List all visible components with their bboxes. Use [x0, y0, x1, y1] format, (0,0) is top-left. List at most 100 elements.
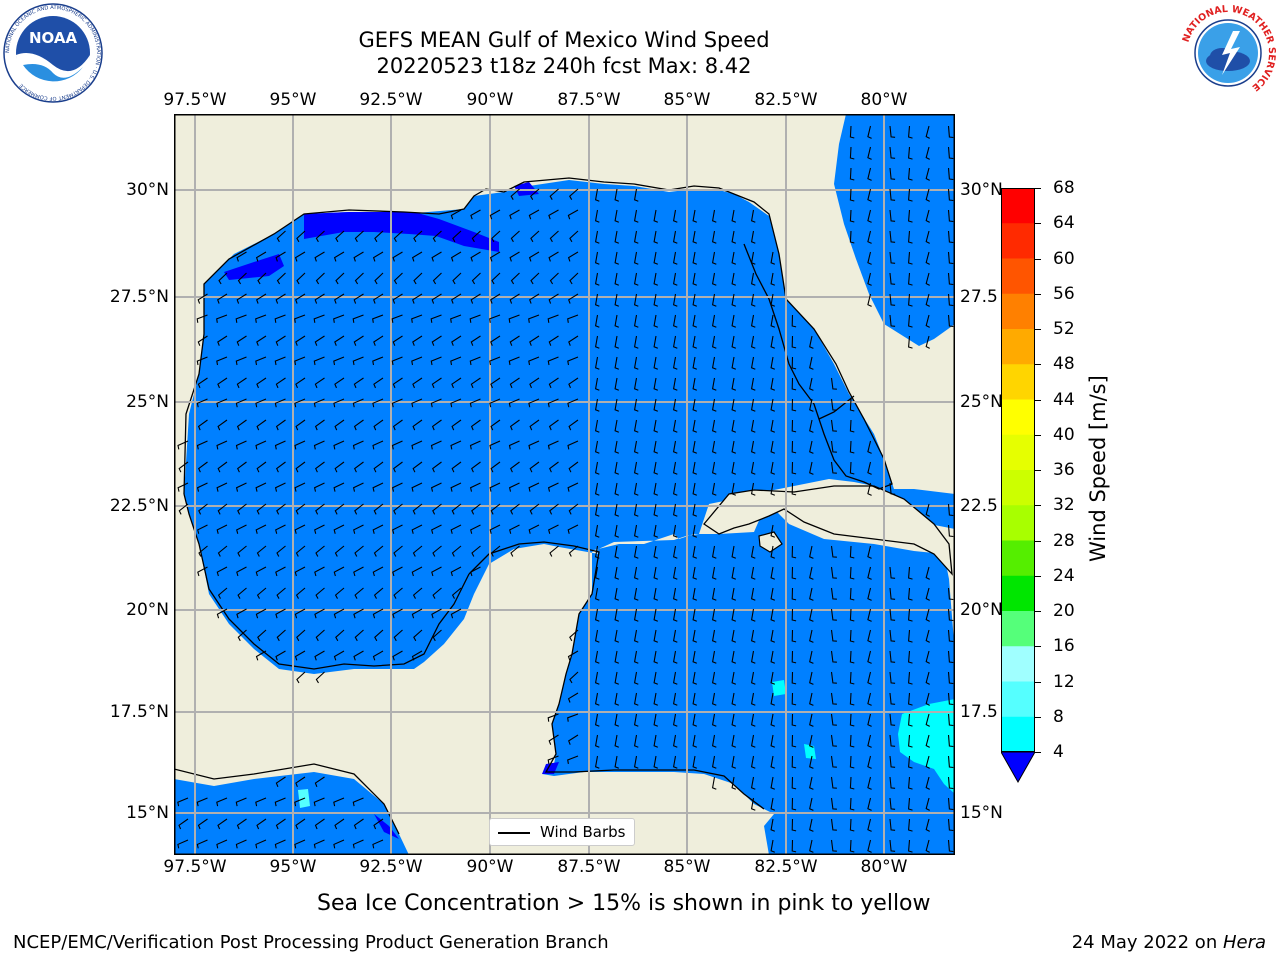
wind-barb [633, 209, 639, 223]
wind-barb [275, 818, 286, 830]
wind-barb [849, 650, 855, 664]
wind-barb [867, 734, 872, 748]
wind-barb [567, 482, 579, 492]
wind-barb [653, 209, 659, 223]
wind-barb [614, 314, 620, 328]
colorbar-segment [1001, 505, 1035, 541]
wind-barb [177, 482, 189, 492]
wind-barb [594, 650, 600, 664]
wind-barb [313, 356, 325, 366]
wind-barb [353, 818, 364, 830]
wind-barb [809, 713, 814, 727]
wind-barb [711, 293, 717, 307]
wind-barb [947, 629, 954, 643]
wind-barb [431, 251, 442, 262]
wind-barb [692, 251, 698, 265]
wind-barb [672, 230, 678, 244]
wind-barb [411, 356, 423, 366]
colorbar-tick-label: 48 [1053, 354, 1075, 375]
colorbar [1000, 188, 1036, 784]
wind-barb [672, 482, 678, 496]
wind-barb [430, 482, 442, 492]
wind-barb [491, 272, 501, 285]
wind-barb [568, 293, 579, 304]
wind-barb [633, 671, 639, 685]
wind-barb [431, 335, 442, 346]
wind-barb [374, 230, 384, 243]
wind-barb [791, 713, 797, 727]
wind-barb [908, 797, 913, 811]
wind-barb [633, 314, 639, 328]
wind-barb [633, 608, 639, 622]
wind-barb [925, 314, 930, 328]
wind-barb [569, 671, 579, 684]
wind-barb [830, 587, 837, 600]
wind-barb [750, 314, 756, 328]
wind-barb [791, 671, 797, 685]
wind-barb [594, 398, 600, 412]
wind-barb [568, 335, 579, 346]
wind-barb [889, 230, 896, 243]
wind-barb [275, 524, 286, 534]
low-speed-patch [224, 254, 284, 280]
wind-barb [392, 335, 403, 346]
wind-barb [411, 524, 423, 534]
wind-barb [711, 776, 717, 790]
wind-barb [235, 839, 247, 849]
wind-barb [672, 356, 678, 370]
lon-label-top: 95°W [269, 90, 317, 110]
wind-barb [353, 377, 364, 389]
wind-barb [470, 566, 481, 577]
wind-barb [925, 293, 930, 307]
wind-barb [731, 629, 737, 643]
wind-barb [791, 776, 797, 790]
wind-barb [257, 629, 267, 642]
wind-barb [711, 314, 717, 328]
wind-barb [867, 818, 872, 832]
colorbar-label: Wind Speed [m/s] [1086, 375, 1110, 562]
wind-barb [653, 482, 659, 496]
wind-barb [294, 608, 306, 619]
wind-barb [352, 398, 364, 408]
wind-barb [196, 314, 208, 323]
wind-barb [295, 776, 306, 788]
wind-barb [450, 608, 462, 619]
wind-barb [490, 335, 501, 346]
wind-barb [257, 272, 267, 285]
colorbar-tick-mark [1035, 681, 1041, 683]
lat-label-right: 30°N [960, 180, 1003, 200]
wind-barb [255, 398, 267, 408]
wind-barb [450, 440, 462, 450]
footer-date: 24 May 2022 on Hera [1072, 932, 1266, 953]
wind-barb [594, 209, 600, 223]
wind-barb [750, 230, 756, 244]
wind-barb [295, 335, 306, 346]
wind-barb [770, 482, 776, 496]
wind-barb [653, 629, 659, 643]
wind-barb [314, 293, 325, 304]
wind-barb [528, 482, 540, 492]
colorbar-tick-label: 24 [1053, 565, 1075, 586]
lat-label-left: 20°N [126, 600, 169, 620]
wind-barb [614, 398, 620, 412]
wind-barb [529, 188, 540, 200]
wind-barb [594, 755, 600, 769]
wind-barb [489, 209, 501, 220]
wind-barb [830, 839, 837, 852]
wind-barb [889, 692, 896, 705]
wind-barb [672, 713, 678, 727]
wind-barb [711, 482, 717, 496]
wind-barb [947, 608, 954, 622]
wind-barb [490, 503, 501, 515]
wind-barb [672, 524, 678, 538]
wind-barb [392, 251, 403, 262]
wind-barb [470, 251, 481, 262]
wind-barb [633, 398, 639, 412]
lat-label-right: 25°N [960, 392, 1003, 412]
wind-barb [470, 293, 481, 304]
wind-barb [809, 419, 814, 433]
wind-barb [374, 272, 384, 285]
wind-barb [412, 335, 423, 346]
wind-barb [353, 608, 364, 619]
wind-barb [731, 335, 737, 349]
